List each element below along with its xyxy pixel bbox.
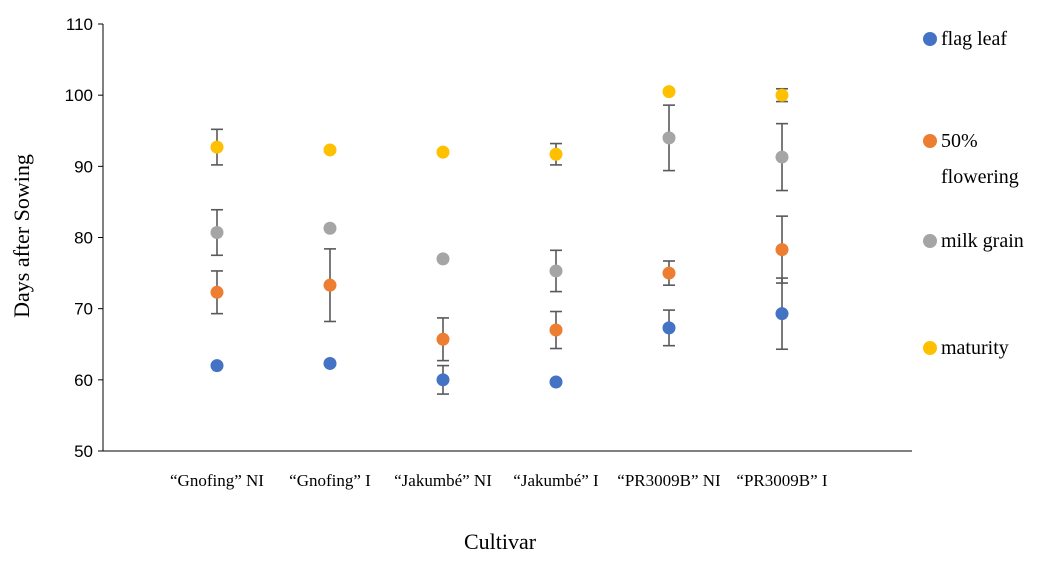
legend-label: flag leaf: [941, 28, 1007, 50]
data-point: [662, 266, 676, 280]
data-point: [210, 359, 224, 373]
data-point: [775, 88, 789, 102]
data-point: [549, 375, 563, 389]
data-point: [436, 332, 450, 346]
y-tick-label: 90: [74, 157, 93, 176]
legend-label: milk grain: [941, 230, 1024, 252]
data-point: [775, 150, 789, 164]
data-point: [549, 147, 563, 161]
y-tick-label: 110: [66, 15, 93, 34]
y-tick-label: 50: [74, 442, 93, 461]
data-point: [323, 143, 337, 157]
data-point: [436, 373, 450, 387]
data-point: [775, 243, 789, 257]
legend: flag leaf 50% flowering milk grain maturity: [923, 28, 1024, 359]
data-point: [436, 252, 450, 266]
data-point: [549, 264, 563, 278]
x-tick-label: “PR3009B” I: [736, 471, 827, 490]
x-axis-title: Cultivar: [464, 529, 537, 554]
legend-marker: [923, 234, 937, 248]
y-tick-label: 80: [74, 229, 93, 248]
y-axis: 50 60 70 80 90 100 110: [65, 15, 104, 461]
legend-label: maturity: [941, 337, 1009, 359]
y-axis-title: Days after Sowing: [9, 154, 34, 318]
error-bars: [211, 87, 788, 395]
x-tick-label: “Gnofing” I: [289, 471, 371, 490]
x-tick-label: “Jakumbé” NI: [394, 471, 492, 490]
data-point: [323, 356, 337, 370]
y-tick-label: 70: [74, 300, 93, 319]
data-point: [436, 145, 450, 159]
data-point: [775, 307, 789, 321]
data-point: [323, 278, 337, 292]
legend-label: flowering: [941, 166, 1019, 188]
y-tick-label: 60: [74, 371, 93, 390]
legend-marker: [923, 341, 937, 355]
data-point: [662, 131, 676, 145]
x-tick-label: “Gnofing” NI: [170, 471, 264, 490]
data-points: [210, 85, 789, 389]
x-axis: “Gnofing” NI “Gnofing” I “Jakumbé” NI “Jaku…: [103, 450, 912, 490]
legend-marker: [923, 32, 937, 46]
x-tick-label: “PR3009B” NI: [617, 471, 721, 490]
data-point: [210, 226, 224, 240]
y-tick-label: 100: [65, 86, 93, 105]
x-tick-label: “Jakumbé” I: [513, 471, 599, 490]
data-point: [323, 221, 337, 235]
data-point: [662, 85, 676, 99]
data-point: [210, 285, 224, 299]
data-point: [210, 140, 224, 154]
data-point: [662, 321, 676, 335]
legend-marker: [923, 134, 937, 148]
data-point: [549, 323, 563, 337]
legend-label: 50%: [941, 130, 978, 152]
